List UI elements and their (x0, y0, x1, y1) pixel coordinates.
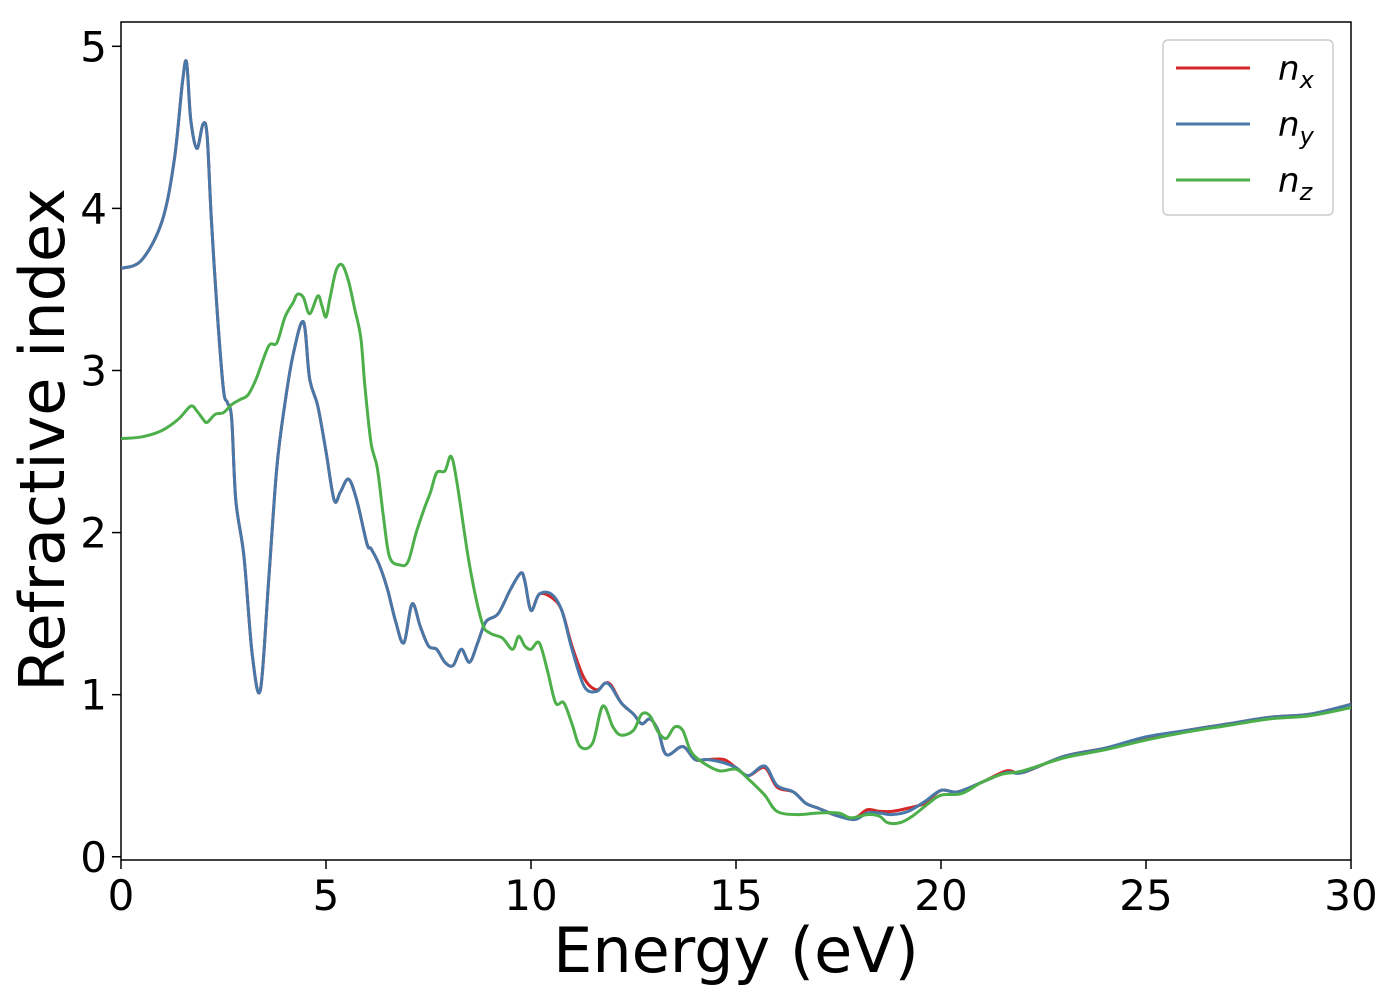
y-tick-label: 3 (80, 346, 107, 395)
y-tick-label: 4 (80, 184, 107, 233)
x-tick-label: 25 (1119, 871, 1172, 920)
x-tick-label: 0 (108, 871, 135, 920)
y-tick-label: 1 (80, 671, 107, 720)
y-tick-label: 5 (80, 22, 107, 71)
x-tick-label: 15 (709, 871, 762, 920)
y-tick-label: 2 (80, 509, 107, 558)
x-tick-label: 30 (1324, 871, 1377, 920)
series-line-nz (121, 262, 1351, 826)
legend-box (1162, 39, 1334, 216)
series-line-ny (121, 59, 1351, 822)
x-axis: 0 5 10 15 20 25 30 (108, 860, 1378, 920)
y-axis: 0 1 2 3 4 5 (80, 22, 121, 882)
x-tick-label: 5 (313, 871, 340, 920)
x-tick-label: 20 (914, 871, 967, 920)
y-tick-label: 0 (80, 833, 107, 882)
x-axis-label: Energy (eV) (553, 914, 919, 987)
y-axis-label: Refractive index (6, 188, 79, 692)
series-layer (121, 59, 1351, 826)
x-tick-label: 10 (504, 871, 557, 920)
